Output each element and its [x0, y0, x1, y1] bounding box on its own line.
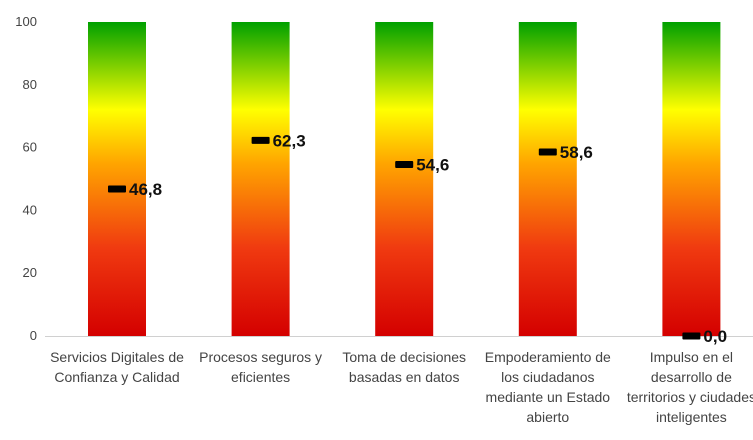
bar — [518, 22, 577, 336]
bars — [88, 22, 721, 336]
category-label: Procesos seguros y eficientes — [199, 349, 322, 385]
y-tick-label: 40 — [23, 202, 37, 217]
bar — [231, 22, 290, 336]
y-tick-label: 80 — [23, 77, 37, 92]
data-labels: 46,8 62,3 54,6 58,6 0,0 — [129, 131, 727, 346]
category-label: Empoderamiento de los ciudadanos mediante … — [485, 349, 611, 425]
bar — [375, 22, 434, 336]
category-label: Servicios Digitales de Confianza y Calida… — [50, 349, 184, 385]
data-label: 54,6 — [416, 156, 449, 175]
data-label: 46,8 — [129, 180, 162, 199]
value-marker — [395, 161, 414, 169]
value-markers — [108, 136, 701, 340]
data-label: 0,0 — [703, 327, 727, 346]
category-labels: Servicios Digitales de Confianza y Calida… — [50, 349, 753, 425]
value-marker — [538, 148, 557, 156]
y-axis: 0 20 40 60 80 100 — [15, 14, 37, 343]
value-marker — [682, 332, 701, 340]
bar — [662, 22, 721, 336]
y-tick-label: 0 — [30, 328, 37, 343]
value-marker — [251, 136, 270, 144]
category-label: Toma de decisiones basadas en datos — [342, 349, 466, 385]
bar — [88, 22, 146, 336]
y-tick-label: 20 — [23, 265, 37, 280]
y-tick-label: 100 — [15, 14, 37, 29]
category-label: Impulso en el desarrollo de territorios y … — [627, 349, 753, 425]
data-label: 58,6 — [560, 143, 593, 162]
data-label: 62,3 — [273, 131, 306, 150]
value-marker — [108, 185, 126, 193]
y-tick-label: 60 — [23, 140, 37, 155]
